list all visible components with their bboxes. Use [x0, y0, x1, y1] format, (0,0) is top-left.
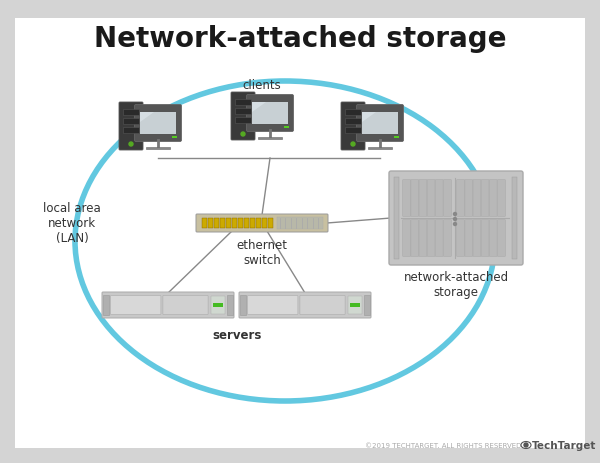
Bar: [214, 219, 219, 229]
FancyBboxPatch shape: [356, 105, 404, 142]
Bar: [250, 219, 254, 229]
Circle shape: [241, 133, 245, 137]
FancyBboxPatch shape: [119, 103, 143, 150]
FancyBboxPatch shape: [457, 220, 464, 257]
Bar: [202, 219, 207, 229]
Bar: [240, 295, 246, 315]
FancyBboxPatch shape: [341, 103, 365, 150]
Bar: [232, 219, 237, 229]
Bar: [146, 147, 170, 150]
FancyBboxPatch shape: [389, 172, 523, 265]
Circle shape: [129, 143, 133, 147]
Bar: [345, 128, 361, 134]
Bar: [350, 303, 360, 307]
FancyBboxPatch shape: [231, 93, 255, 141]
Text: TechTarget: TechTarget: [532, 440, 596, 450]
Bar: [244, 219, 248, 229]
FancyBboxPatch shape: [248, 296, 298, 315]
FancyBboxPatch shape: [15, 19, 585, 448]
Circle shape: [454, 218, 457, 221]
FancyBboxPatch shape: [419, 220, 427, 257]
Bar: [364, 295, 370, 315]
Circle shape: [454, 213, 457, 216]
Bar: [277, 218, 323, 230]
Bar: [284, 126, 289, 129]
Text: ethernet
switch: ethernet switch: [236, 238, 287, 266]
FancyBboxPatch shape: [300, 296, 345, 315]
FancyBboxPatch shape: [465, 180, 473, 217]
FancyBboxPatch shape: [481, 180, 489, 217]
Bar: [227, 295, 233, 315]
FancyBboxPatch shape: [403, 220, 410, 257]
FancyBboxPatch shape: [247, 95, 293, 132]
FancyBboxPatch shape: [497, 220, 505, 257]
Text: servers: servers: [212, 328, 262, 341]
FancyBboxPatch shape: [134, 105, 182, 142]
Bar: [235, 109, 251, 115]
Circle shape: [524, 443, 528, 447]
Text: ©2019 TECHTARGET. ALL RIGHTS RESERVED.: ©2019 TECHTARGET. ALL RIGHTS RESERVED.: [365, 442, 524, 448]
Bar: [345, 119, 361, 125]
FancyBboxPatch shape: [427, 180, 435, 217]
FancyBboxPatch shape: [436, 220, 443, 257]
Text: local area
network
(LAN): local area network (LAN): [43, 202, 101, 245]
Bar: [238, 219, 243, 229]
Bar: [226, 219, 231, 229]
Bar: [123, 128, 139, 134]
FancyBboxPatch shape: [457, 180, 464, 217]
Bar: [394, 178, 399, 259]
Bar: [252, 103, 288, 125]
FancyBboxPatch shape: [465, 220, 473, 257]
Text: Network-attached storage: Network-attached storage: [94, 25, 506, 53]
Bar: [258, 137, 282, 140]
Bar: [123, 119, 139, 125]
FancyBboxPatch shape: [443, 220, 451, 257]
FancyBboxPatch shape: [411, 220, 419, 257]
FancyBboxPatch shape: [163, 296, 208, 315]
Bar: [140, 113, 176, 135]
Bar: [211, 296, 225, 314]
FancyBboxPatch shape: [490, 220, 497, 257]
FancyBboxPatch shape: [411, 180, 419, 217]
Bar: [345, 110, 361, 116]
FancyBboxPatch shape: [102, 292, 234, 319]
FancyBboxPatch shape: [497, 180, 505, 217]
FancyBboxPatch shape: [443, 180, 451, 217]
FancyBboxPatch shape: [196, 214, 328, 232]
FancyBboxPatch shape: [473, 220, 481, 257]
Bar: [235, 100, 251, 106]
FancyBboxPatch shape: [403, 180, 410, 217]
Bar: [256, 219, 260, 229]
FancyBboxPatch shape: [110, 296, 161, 315]
Bar: [212, 303, 223, 307]
FancyBboxPatch shape: [473, 180, 481, 217]
Bar: [262, 219, 266, 229]
Polygon shape: [140, 113, 154, 123]
Bar: [220, 219, 225, 229]
Bar: [512, 178, 517, 259]
Bar: [172, 136, 177, 139]
Polygon shape: [362, 113, 376, 123]
Text: clients: clients: [242, 79, 281, 92]
FancyBboxPatch shape: [427, 220, 435, 257]
Bar: [368, 147, 392, 150]
Bar: [268, 219, 272, 229]
FancyBboxPatch shape: [481, 220, 489, 257]
FancyBboxPatch shape: [436, 180, 443, 217]
Bar: [208, 219, 213, 229]
Bar: [362, 113, 398, 135]
FancyBboxPatch shape: [239, 292, 371, 319]
Bar: [235, 118, 251, 124]
Bar: [394, 136, 399, 139]
FancyBboxPatch shape: [419, 180, 427, 217]
Polygon shape: [252, 103, 266, 113]
Bar: [103, 295, 109, 315]
Circle shape: [454, 223, 457, 226]
Circle shape: [351, 143, 355, 147]
FancyBboxPatch shape: [490, 180, 497, 217]
Bar: [347, 296, 362, 314]
Bar: [123, 110, 139, 116]
Text: network-attached
storage: network-attached storage: [403, 270, 509, 298]
